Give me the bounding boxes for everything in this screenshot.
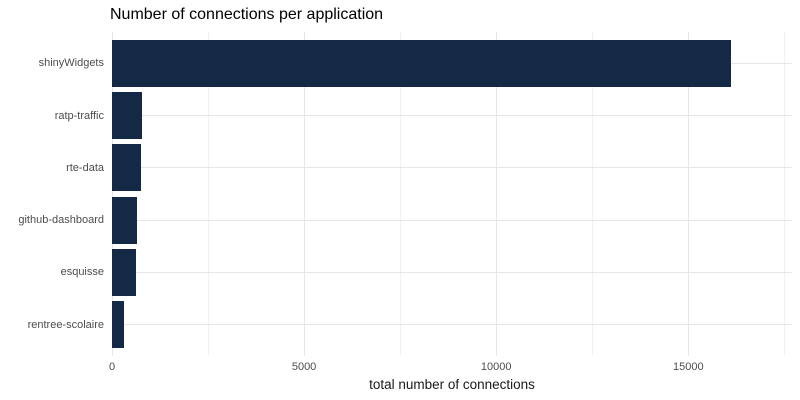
- gridline-major-y-rte-data: [112, 167, 792, 169]
- gridline-major-x-10000: [495, 32, 497, 356]
- gridline-minor-x-7500: [399, 32, 401, 356]
- bar-esquisse: [112, 248, 136, 296]
- gridline-major-x-15000: [687, 32, 689, 356]
- x-axis-title: total number of connections: [369, 377, 535, 392]
- y-label-esquisse: esquisse: [60, 266, 104, 279]
- plot-area: [111, 32, 792, 356]
- bar-github-dashboard: [112, 196, 137, 244]
- x-tick-label-5000: 5000: [291, 361, 317, 373]
- gridline-minor-x-2500: [207, 32, 209, 356]
- y-label-rte-data: rte-data: [66, 161, 104, 174]
- y-label-shinyWidgets: shinyWidgets: [38, 57, 104, 70]
- gridline-minor-x-17500: [783, 32, 785, 356]
- bar-rentree-scolaire: [112, 301, 125, 349]
- gridline-major-y-ratp-traffic: [112, 115, 792, 117]
- bar-ratp-traffic: [112, 92, 142, 140]
- gridline-major-x-5000: [303, 32, 305, 356]
- chart-title: Number of connections per application: [110, 6, 384, 23]
- x-tick-label-15000: 15000: [672, 361, 704, 373]
- x-tick-label-10000: 10000: [480, 361, 512, 373]
- gridline-major-y-github-dashboard: [112, 219, 792, 221]
- y-label-rentree-scolaire: rentree-scolaire: [27, 318, 104, 331]
- y-label-github-dashboard: github-dashboard: [18, 214, 104, 227]
- y-label-ratp-traffic: ratp-traffic: [54, 109, 104, 122]
- x-tick-label-0: 0: [108, 361, 116, 373]
- gridline-major-y-esquisse: [112, 271, 792, 273]
- gridline-major-x-0: [111, 32, 113, 356]
- bar-rte-data: [112, 144, 141, 192]
- gridline-major-y-rentree-scolaire: [112, 324, 792, 326]
- bar-shinyWidgets: [112, 39, 731, 87]
- gridline-minor-x-12500: [591, 32, 593, 356]
